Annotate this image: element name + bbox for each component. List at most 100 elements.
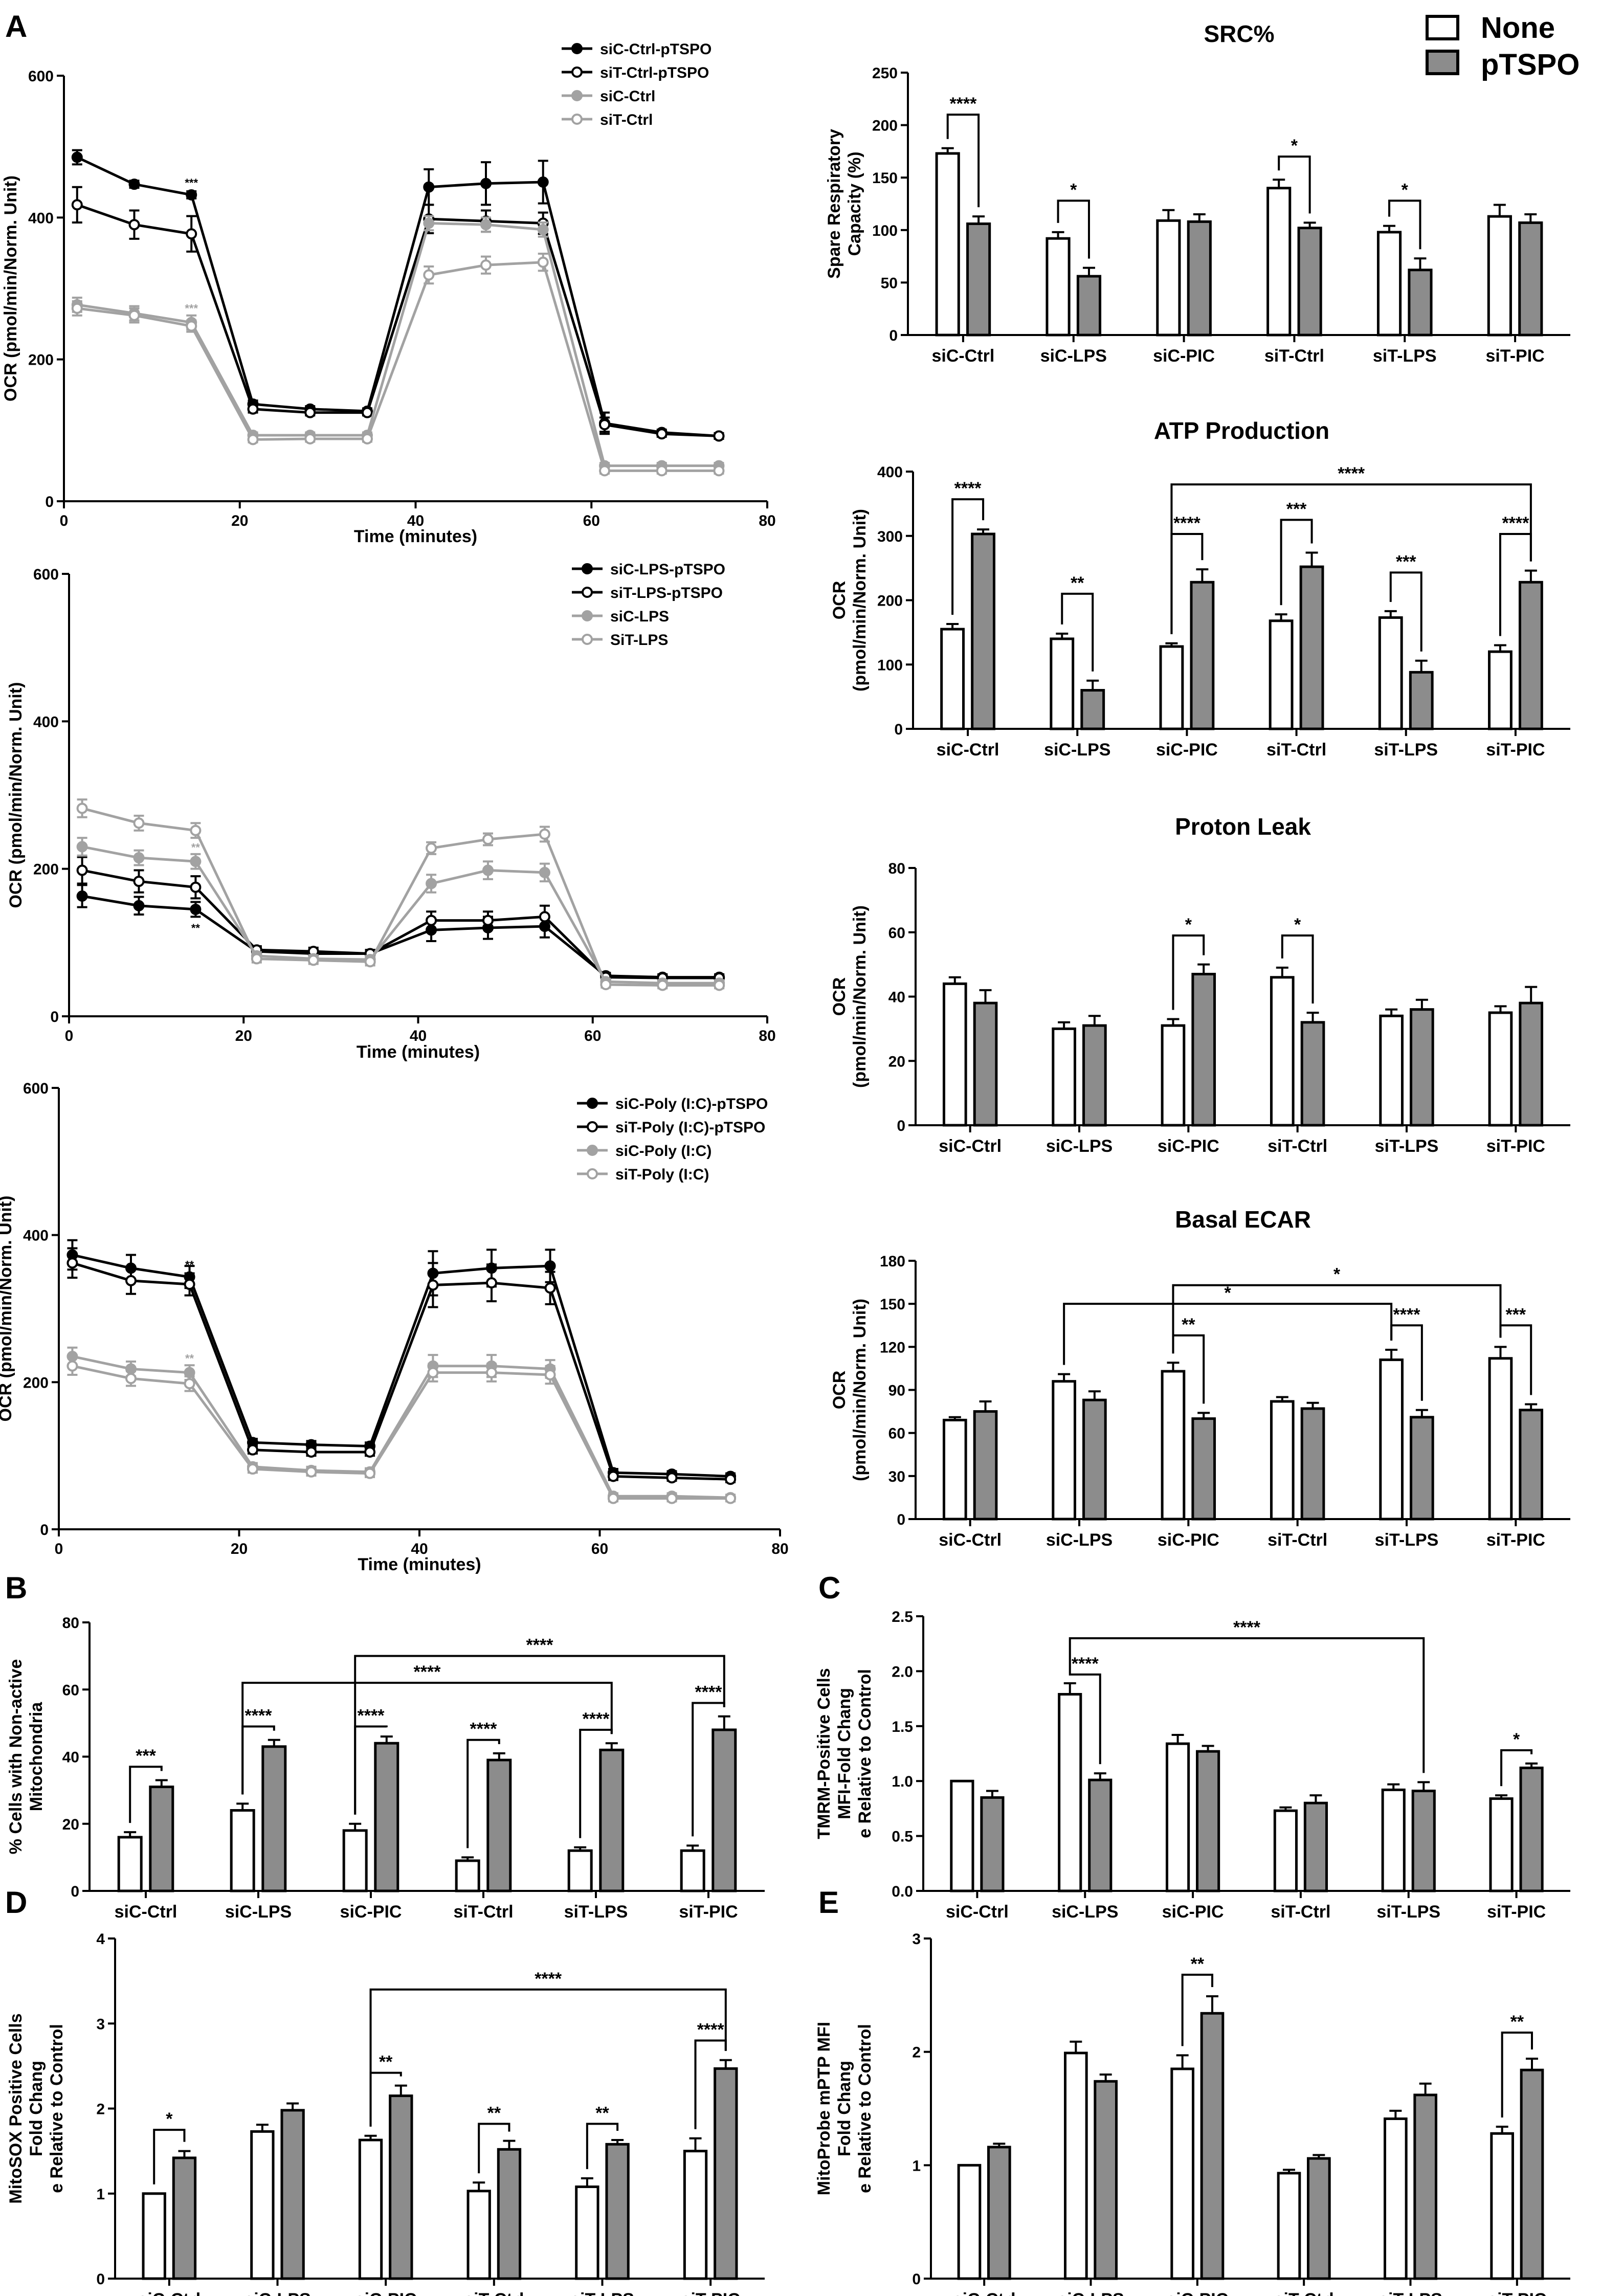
category-label: siC-Ctrl <box>115 1902 177 1922</box>
significance-bracket <box>1281 934 1314 1004</box>
data-point <box>537 256 549 268</box>
category-label: siC-LPS <box>1040 346 1107 366</box>
significance-label: **** <box>954 479 982 498</box>
data-point <box>537 176 549 188</box>
data-point <box>190 824 202 836</box>
category-label: siC-Ctrl <box>946 1902 1009 1922</box>
y-tick-label: 1 <box>912 2157 921 2174</box>
y-tick-label: 400 <box>33 714 59 730</box>
y-tick-label: 200 <box>28 352 54 369</box>
significance-bracket <box>153 2129 186 2184</box>
legend-label: siC-Ctrl-pTSPO <box>600 41 711 58</box>
bar-ptspo <box>1408 269 1433 337</box>
category-label: siT-PIC <box>1486 1136 1545 1156</box>
category-label: siT-PIC <box>1486 1530 1545 1550</box>
category-label: siT-Ctrl <box>1268 1530 1327 1550</box>
data-point <box>600 979 612 991</box>
data-point <box>480 259 492 271</box>
y-tick-label: 80 <box>888 860 905 877</box>
significance-label: * <box>1294 915 1301 934</box>
bar-none <box>1156 219 1181 337</box>
y-axis-label: OCR(pmol/min/Norm. Unit) <box>830 509 870 692</box>
data-point <box>426 878 437 889</box>
bar-none <box>1161 1024 1186 1127</box>
y-axis-label-line: Fold Chang <box>27 2061 46 2156</box>
category-label: siC-PIC <box>1166 2290 1228 2296</box>
y-axis-label: % Cells with Non-activeMitochondria <box>6 1659 46 1855</box>
chart-title: ATP Production <box>1154 417 1329 444</box>
y-tick-label: 60 <box>888 1425 905 1442</box>
data-point <box>307 954 319 966</box>
bar-ptspo <box>1411 1790 1436 1892</box>
significance-bracket <box>946 114 980 208</box>
bar-none <box>1269 619 1294 730</box>
series-line <box>72 1365 731 1500</box>
data-point <box>486 1367 497 1378</box>
data-point <box>364 1446 376 1458</box>
x-tick-label: 80 <box>771 1541 788 1557</box>
x-tick-label: 0 <box>65 1028 74 1044</box>
y-tick-label: 600 <box>28 68 54 85</box>
y-tick-label: 90 <box>888 1383 905 1399</box>
y-axis-label: OCR(pmol/min/Norm. Unit) <box>830 1299 870 1481</box>
bar-ptspo <box>1409 671 1434 730</box>
bar-ptspo <box>486 1758 512 1892</box>
y-tick-label: 30 <box>888 1468 905 1485</box>
data-point <box>725 1492 737 1504</box>
bar-none <box>1270 1400 1295 1521</box>
bar-ptspo <box>389 2094 413 2280</box>
legend-marker <box>587 1098 598 1109</box>
significance-label: *** <box>136 1746 156 1766</box>
y-axis-label: MitoSOX Positive CellsFold Change Relati… <box>6 2013 66 2203</box>
data-point <box>76 890 88 902</box>
x-axis-label: Time (minutes) <box>354 527 477 546</box>
y-axis-label-line: Spare Respiratory <box>825 129 844 279</box>
y-tick-label: 150 <box>872 170 898 187</box>
legend-none-label: None <box>1481 11 1555 44</box>
chart-mitoprobe: 0 1 2 3 siC-Ctrl siC-LPS siC-PIC siT-Ctrl siT-LP… <box>814 1931 1570 2296</box>
significance-label: *** <box>1396 552 1416 571</box>
y-axis-label: Spare RespiratoryCapacity (%) <box>825 129 864 279</box>
bar-none <box>1488 1011 1513 1127</box>
y-tick-label: 0 <box>45 494 54 510</box>
data-point <box>544 1369 556 1380</box>
category-label: siC-Ctrl <box>138 2290 201 2296</box>
bar-ptspo <box>1303 1801 1328 1892</box>
data-point <box>607 1470 619 1482</box>
data-point <box>423 217 435 229</box>
significance-bracket <box>1069 1673 1101 1765</box>
legend-label: SiT-LPS <box>610 632 668 649</box>
series-line <box>76 204 719 437</box>
bar-ptspo <box>1410 1008 1434 1127</box>
data-point <box>482 915 494 926</box>
bar-none <box>1488 650 1513 730</box>
data-point <box>71 302 83 314</box>
bar-none <box>940 628 965 730</box>
significance-label: **** <box>583 1709 610 1729</box>
bar-ptspo <box>1076 275 1102 337</box>
legend-label: siT-Poly (I:C)-pTSPO <box>615 1119 765 1136</box>
legend-marker <box>571 114 583 125</box>
bar-none <box>230 1809 255 1892</box>
y-tick-label: 60 <box>62 1682 79 1699</box>
category-label: siT-LPS <box>1378 2290 1442 2296</box>
y-tick-label: 2 <box>96 2101 105 2118</box>
legend-marker <box>587 1145 598 1156</box>
bar-ptspo <box>605 2143 630 2280</box>
bar-ptspo <box>714 2067 738 2280</box>
legend-ptspo-swatch <box>1426 50 1459 75</box>
data-point <box>133 852 145 864</box>
y-axis-label: OCR (pmol/min/Norm. Unit) <box>0 1196 15 1422</box>
category-label: siC-LPS <box>1046 1136 1113 1156</box>
bar-none <box>942 1418 967 1521</box>
chart-title: Basal ECAR <box>1175 1206 1311 1233</box>
legend-marker <box>582 610 593 621</box>
legend-marker <box>571 66 583 78</box>
significance-bracket <box>1061 592 1094 672</box>
bar-none <box>1052 1027 1076 1127</box>
significance-label: * <box>1185 915 1192 934</box>
category-label: siC-PIC <box>1158 1136 1219 1156</box>
bar-none <box>1379 1014 1404 1127</box>
bar-none <box>1270 976 1295 1127</box>
y-axis-label-line: MitoSOX Positive Cells <box>6 2013 26 2203</box>
